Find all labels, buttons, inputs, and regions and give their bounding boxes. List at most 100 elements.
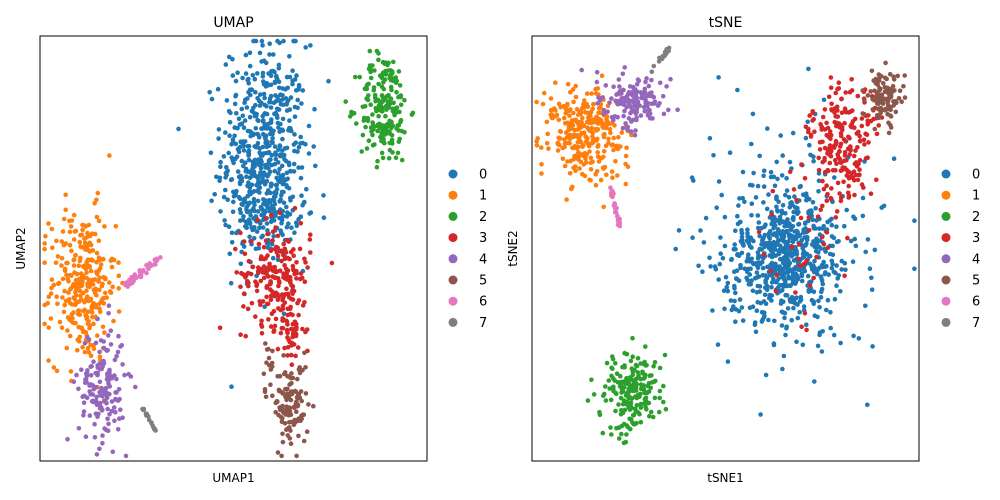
data-point [851, 333, 856, 339]
data-point [82, 236, 87, 241]
data-point [816, 167, 822, 173]
data-point [838, 141, 844, 147]
data-point [853, 148, 858, 153]
data-point [269, 69, 274, 74]
data-point [831, 235, 837, 241]
data-point [294, 324, 299, 330]
data-point [657, 80, 663, 86]
data-point [279, 220, 284, 226]
tsne-series-2 [585, 335, 669, 446]
data-point [807, 282, 813, 288]
data-point [738, 263, 743, 268]
legend-marker [941, 233, 951, 243]
data-point [842, 150, 848, 155]
data-point [111, 405, 117, 410]
data-point [259, 331, 265, 336]
data-point [828, 153, 834, 159]
data-point [795, 315, 801, 321]
data-point [266, 355, 272, 361]
data-point [775, 209, 780, 214]
data-point [257, 299, 263, 304]
data-point [233, 141, 239, 147]
data-point [623, 153, 629, 159]
data-point [268, 382, 273, 388]
data-point [209, 198, 214, 204]
data-point [622, 407, 628, 413]
data-point [101, 301, 107, 306]
data-point [651, 364, 656, 369]
data-point [86, 337, 92, 342]
data-point [774, 159, 779, 165]
data-point [260, 70, 266, 76]
data-point [290, 312, 295, 318]
data-point [791, 187, 797, 192]
data-point [783, 243, 789, 248]
data-point [789, 244, 794, 249]
data-point [217, 325, 223, 331]
data-point [803, 243, 808, 248]
data-point [279, 189, 285, 195]
data-point [263, 341, 268, 346]
data-point [153, 262, 158, 267]
data-point [761, 168, 767, 174]
data-point [277, 210, 283, 215]
data-point [280, 136, 285, 142]
data-point [785, 269, 791, 275]
data-point [839, 96, 844, 102]
data-point [561, 115, 567, 121]
data-point [66, 290, 71, 295]
data-point [308, 43, 313, 48]
data-point [284, 100, 290, 106]
data-point [275, 257, 281, 263]
data-point [268, 248, 274, 254]
data-point [267, 208, 272, 214]
data-point [241, 125, 247, 130]
data-point [863, 156, 869, 161]
data-point [862, 142, 867, 147]
data-point [94, 452, 100, 457]
data-point [247, 175, 253, 181]
data-point [912, 266, 917, 272]
data-point [254, 281, 260, 287]
data-point [270, 136, 275, 141]
data-point [118, 407, 123, 413]
data-point [606, 378, 612, 383]
data-point [385, 102, 390, 108]
data-point [242, 118, 248, 123]
data-point [855, 93, 861, 99]
data-point [868, 118, 874, 124]
data-point [368, 125, 374, 130]
data-point [775, 242, 780, 247]
data-point [757, 284, 763, 289]
data-point [277, 40, 282, 46]
data-point [295, 376, 300, 382]
data-point [382, 77, 388, 82]
data-point [115, 427, 121, 432]
data-point [816, 244, 822, 249]
umap-points [42, 38, 416, 459]
data-point [230, 73, 236, 78]
data-point [783, 332, 788, 338]
data-point [806, 215, 812, 220]
data-point [285, 330, 290, 335]
data-point [817, 147, 823, 152]
data-point [295, 402, 301, 408]
data-point [243, 71, 249, 76]
tsne-series-5 [860, 60, 908, 136]
data-point [610, 175, 615, 180]
data-point [63, 207, 68, 213]
data-point [807, 113, 812, 118]
data-point [62, 288, 67, 294]
data-point [80, 290, 86, 296]
data-point [140, 406, 145, 412]
data-point [270, 238, 275, 243]
data-point [613, 408, 618, 414]
legend-label: 5 [972, 274, 980, 289]
data-point [277, 268, 283, 274]
data-point [296, 165, 301, 170]
data-point [246, 217, 252, 222]
data-point [269, 311, 275, 317]
data-point [281, 38, 286, 44]
legend-marker [448, 317, 458, 327]
data-point [376, 113, 381, 119]
